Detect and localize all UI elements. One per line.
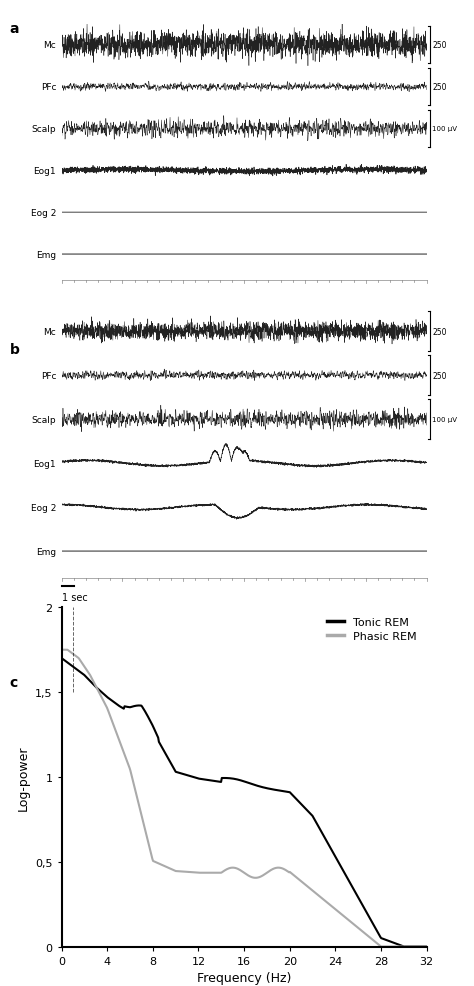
X-axis label: Frequency (Hz): Frequency (Hz) xyxy=(197,971,292,984)
Text: 100 μV: 100 μV xyxy=(432,417,457,423)
Tonic REM xyxy=(416,941,421,952)
Phasic REM xyxy=(378,941,384,952)
Text: Eog1: Eog1 xyxy=(34,167,56,176)
Text: 250: 250 xyxy=(432,41,447,50)
Text: Scalp: Scalp xyxy=(31,125,56,134)
Text: PFc: PFc xyxy=(41,83,56,92)
Y-axis label: Log-power: Log-power xyxy=(17,744,29,810)
Text: 1 sec: 1 sec xyxy=(62,592,87,601)
Text: Eog 2: Eog 2 xyxy=(31,208,56,218)
Text: c: c xyxy=(9,675,18,689)
Tonic REM xyxy=(276,785,282,797)
Text: Emg: Emg xyxy=(36,547,56,556)
Line: Tonic REM: Tonic REM xyxy=(62,659,427,947)
Tonic REM xyxy=(256,781,262,793)
Phasic REM xyxy=(416,941,421,952)
Phasic REM xyxy=(256,872,262,883)
Phasic REM xyxy=(234,863,240,875)
Phasic REM xyxy=(424,941,429,952)
Text: Mc: Mc xyxy=(44,41,56,50)
Phasic REM xyxy=(358,924,364,936)
Text: b: b xyxy=(9,343,19,357)
Line: Phasic REM: Phasic REM xyxy=(62,650,427,947)
Phasic REM xyxy=(59,644,64,656)
Text: a: a xyxy=(9,22,19,35)
Legend: Tonic REM, Phasic REM: Tonic REM, Phasic REM xyxy=(323,613,421,646)
Text: 100 μV: 100 μV xyxy=(432,126,457,132)
Text: PFc: PFc xyxy=(41,372,56,381)
Tonic REM xyxy=(401,941,407,952)
Text: 250: 250 xyxy=(432,327,447,336)
Tonic REM xyxy=(59,653,64,665)
Text: 250: 250 xyxy=(432,83,447,92)
Text: 250: 250 xyxy=(432,372,447,381)
Text: Eog 2: Eog 2 xyxy=(31,503,56,512)
Text: Eog1: Eog1 xyxy=(34,459,56,468)
Text: Emg: Emg xyxy=(36,250,56,259)
Text: Mc: Mc xyxy=(44,327,56,336)
Tonic REM xyxy=(232,773,238,785)
Tonic REM xyxy=(234,774,240,786)
Phasic REM xyxy=(276,862,282,874)
Tonic REM xyxy=(358,896,364,908)
Tonic REM xyxy=(424,941,429,952)
Text: Scalp: Scalp xyxy=(31,415,56,424)
Phasic REM xyxy=(232,862,238,874)
